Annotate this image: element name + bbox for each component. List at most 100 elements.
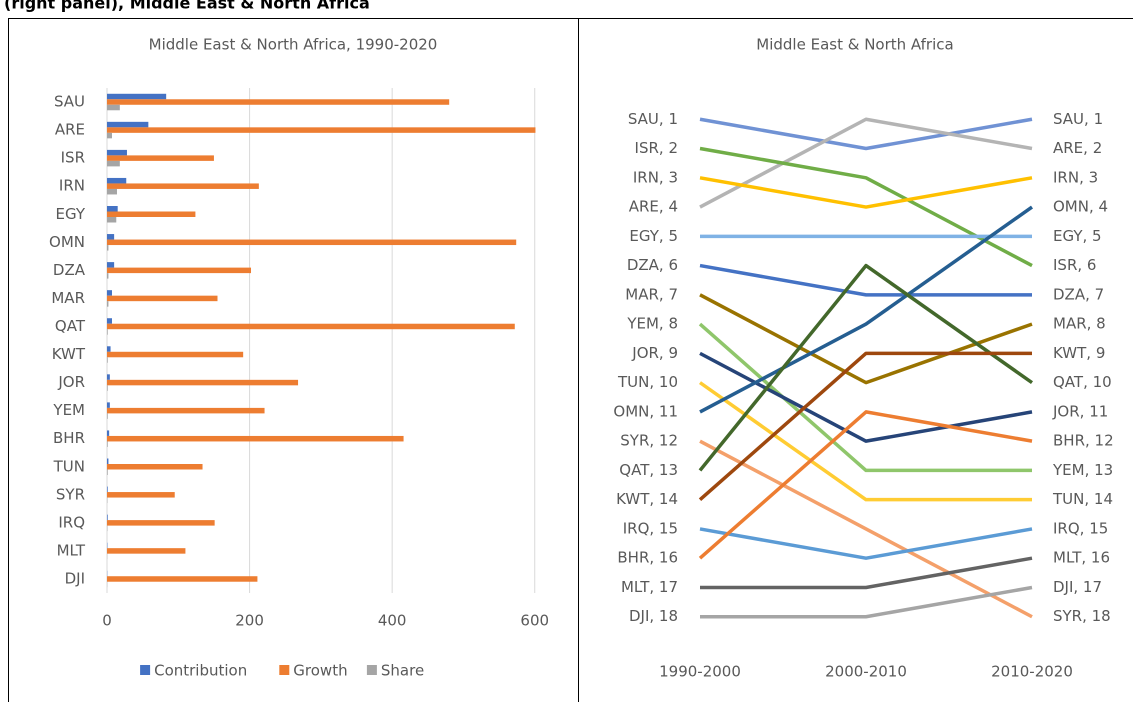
y-tick-label: ISR: [61, 149, 85, 167]
data-label: KWT, 14: [616, 490, 678, 508]
bar: [107, 318, 112, 324]
bar: [107, 234, 115, 240]
y-tick-label: ARE: [55, 121, 85, 139]
right-panel: [578, 18, 1133, 702]
data-label: BHR, 16: [617, 549, 678, 567]
series-line: [698, 410, 1033, 560]
data-label: QAT, 10: [1053, 373, 1112, 391]
y-tick-label: JOR: [57, 373, 85, 391]
series-line: [699, 205, 1034, 414]
bar: [107, 155, 214, 161]
bar: [107, 127, 536, 133]
series-line: [699, 117, 1033, 151]
data-label: ISR, 6: [1053, 256, 1096, 274]
bar: [107, 357, 108, 363]
y-tick-label: MLT: [57, 541, 86, 559]
data-label: SYR, 12: [620, 432, 678, 450]
bar: [107, 413, 108, 419]
data-label: SAU, 1: [628, 110, 678, 128]
x-tick-label: 200: [235, 612, 264, 630]
bar: [107, 329, 108, 335]
bar: [107, 211, 196, 217]
bar: [107, 430, 110, 436]
y-tick-label: TUN: [53, 457, 85, 475]
y-tick-label: OMN: [49, 233, 85, 251]
bar: [107, 188, 117, 195]
bar: [107, 93, 167, 100]
bar: [107, 374, 110, 380]
data-label: MAR, 7: [625, 285, 678, 303]
y-tick-label: KWT: [52, 345, 86, 363]
series-line: [698, 322, 1032, 473]
legend-label: Growth: [293, 662, 347, 680]
data-label: JOR, 11: [1052, 402, 1108, 420]
bar: [107, 441, 108, 447]
data-label: IRN, 3: [1053, 168, 1098, 186]
data-label: DJI, 18: [629, 607, 678, 625]
x-tick-label: 2000-2010: [825, 663, 907, 681]
y-tick-label: SAU: [54, 93, 85, 111]
data-label: EGY, 5: [1053, 227, 1102, 245]
bar: [107, 217, 117, 223]
bar: [107, 245, 109, 251]
bar: [107, 435, 404, 442]
bar: [107, 121, 149, 128]
y-tick-label: DZA: [53, 261, 86, 279]
bar: [107, 379, 299, 386]
data-label: ISR, 2: [635, 139, 678, 157]
bar: [107, 267, 252, 274]
bar: [107, 132, 112, 139]
y-tick-label: IRN: [59, 177, 85, 195]
y-tick-label: SYR: [56, 485, 85, 503]
bar: [107, 402, 110, 408]
data-label: SAU, 1: [1053, 110, 1103, 128]
data-label: IRQ, 15: [623, 519, 678, 537]
data-label: JOR, 9: [631, 344, 678, 362]
legend-label: Share: [381, 662, 424, 680]
data-label: MLT, 16: [1053, 549, 1110, 567]
legend-label: Contribution: [154, 662, 247, 680]
series-line: [699, 117, 1033, 209]
bar: [107, 407, 265, 414]
data-label: YEM, 8: [626, 315, 678, 333]
bar: [107, 548, 186, 554]
bar: [107, 273, 109, 279]
data-label: QAT, 13: [619, 461, 678, 479]
data-label: OMN, 4: [1053, 198, 1108, 216]
data-label: MLT, 17: [621, 578, 678, 596]
series-line: [700, 556, 1033, 590]
y-tick-label: DJI: [65, 569, 85, 587]
x-tick-label: 0: [102, 612, 112, 630]
y-tick-label: BHR: [53, 429, 85, 447]
x-tick-label: 400: [378, 612, 407, 630]
bar: [107, 160, 120, 167]
legend-swatch: [140, 665, 151, 675]
y-tick-label: YEM: [52, 401, 85, 419]
series-line: [698, 351, 1032, 501]
data-label: TUN, 10: [617, 373, 678, 391]
chart-title: Middle East & North Africa, 1990-2020: [149, 36, 438, 54]
data-label: DJI, 17: [1053, 578, 1102, 596]
bar: [107, 177, 127, 184]
data-label: DZA, 6: [627, 256, 678, 274]
data-label: DZA, 7: [1053, 285, 1104, 303]
bar: [107, 183, 259, 189]
bar: [107, 346, 111, 352]
bar: [107, 104, 120, 111]
y-tick-label: MAR: [51, 289, 85, 307]
data-label: ARE, 2: [1053, 139, 1102, 157]
data-label: KWT, 9: [1053, 344, 1105, 362]
y-tick-label: QAT: [55, 317, 86, 335]
bar: [107, 99, 450, 105]
data-label: ARE, 4: [629, 198, 678, 216]
data-label: IRN, 3: [633, 168, 678, 186]
bar: [107, 514, 108, 521]
left-panel: [8, 18, 579, 702]
bar: [107, 206, 118, 212]
series-line: [698, 381, 1032, 502]
data-label: MAR, 8: [1053, 315, 1106, 333]
series-line: [699, 263, 1032, 297]
series-line: [699, 176, 1033, 209]
